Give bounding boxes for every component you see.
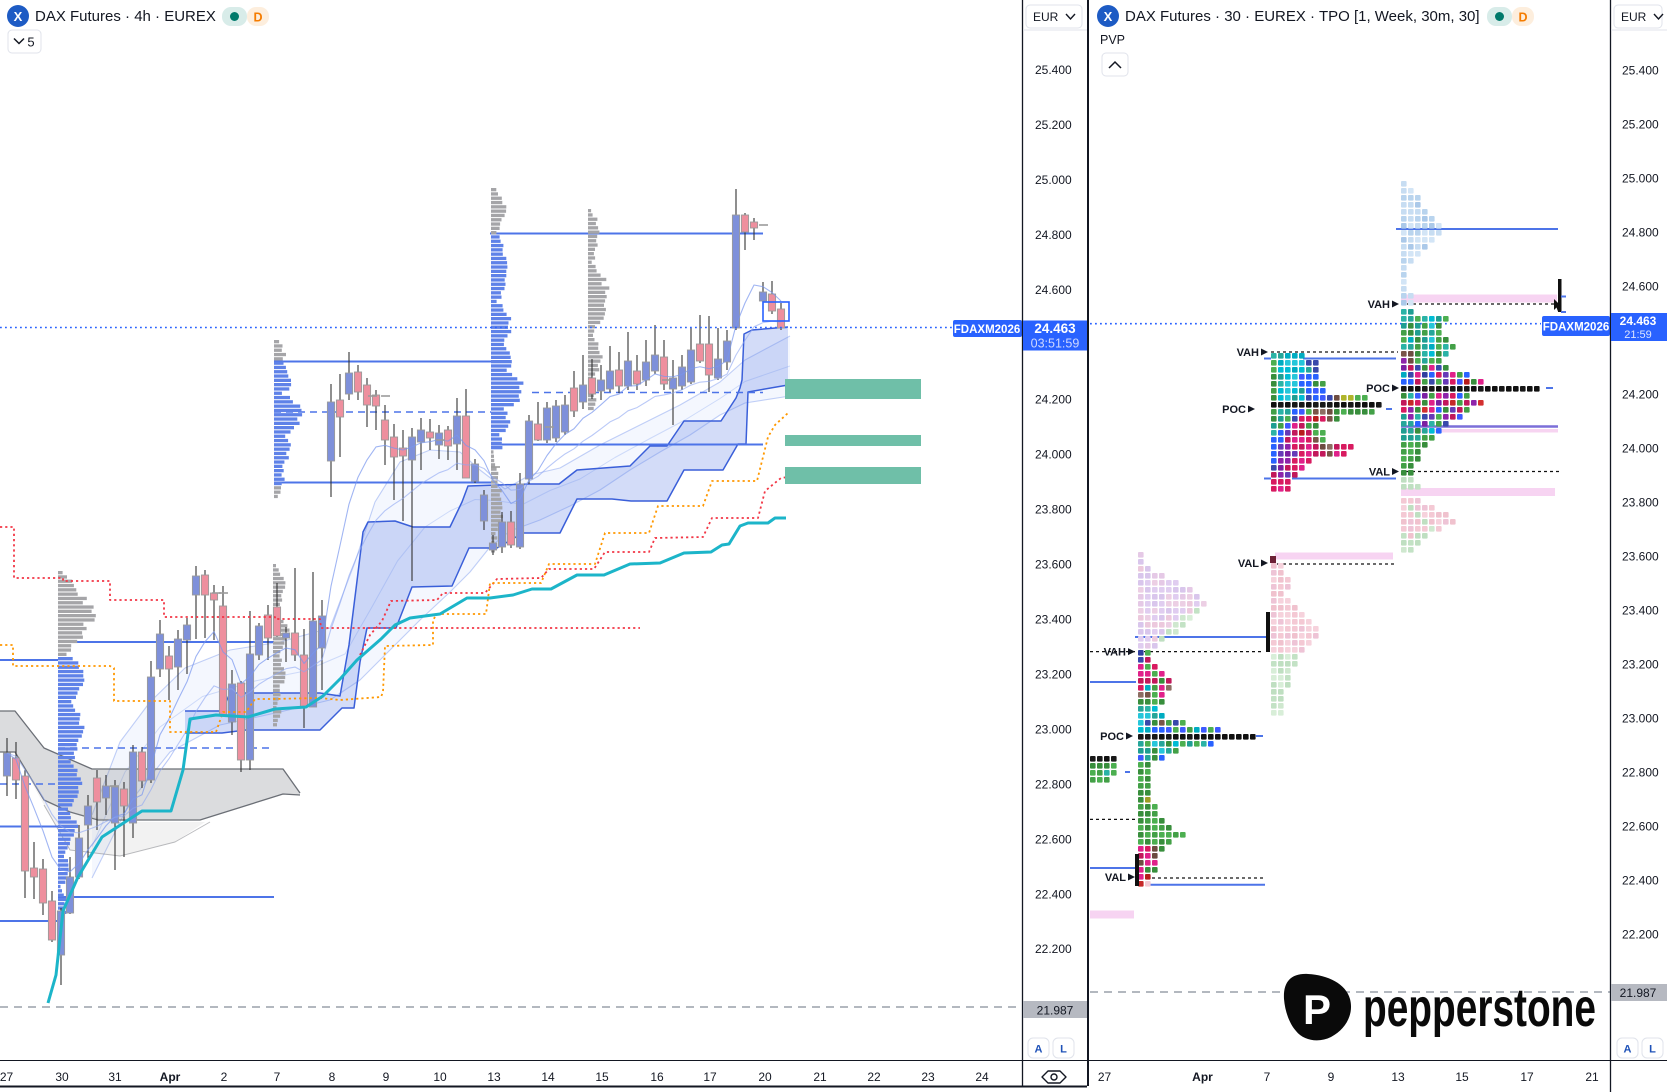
svg-text:7: 7 [274,1070,281,1084]
svg-text:24.000: 24.000 [1035,448,1072,462]
svg-text:VAH: VAH [1237,347,1259,359]
svg-text:VAL: VAL [1105,872,1126,884]
svg-text:13: 13 [1391,1070,1405,1084]
svg-text:DAX Futures · 30 · EUREX · TPO: DAX Futures · 30 · EUREX · TPO [1, Week,… [1125,8,1480,25]
svg-text:15: 15 [1455,1070,1469,1084]
svg-text:5: 5 [27,35,34,50]
svg-text:23.000: 23.000 [1622,712,1659,726]
svg-text:25.000: 25.000 [1622,172,1659,186]
svg-text:L: L [1060,1044,1067,1056]
svg-text:DAX Futures · 4h · EUREX: DAX Futures · 4h · EUREX [35,8,216,25]
svg-text:24.200: 24.200 [1035,393,1072,407]
svg-text:Apr: Apr [160,1070,181,1084]
svg-text:A: A [1624,1044,1632,1056]
svg-text:22.600: 22.600 [1035,832,1072,846]
svg-text:23.600: 23.600 [1622,550,1659,564]
svg-text:14: 14 [541,1070,555,1084]
svg-text:24.600: 24.600 [1035,283,1072,297]
svg-text:22.200: 22.200 [1622,928,1659,942]
svg-text:VAL: VAL [1238,558,1259,570]
svg-text:X: X [14,9,23,24]
svg-text:A: A [1035,1044,1043,1056]
svg-text:9: 9 [1328,1070,1335,1084]
svg-text:X: X [1104,9,1113,24]
svg-text:24.800: 24.800 [1622,226,1659,240]
svg-text:24.800: 24.800 [1035,228,1072,242]
svg-text:P: P [1303,986,1331,1033]
svg-text:8: 8 [329,1070,336,1084]
svg-text:22.400: 22.400 [1035,887,1072,901]
svg-text:30: 30 [55,1070,69,1084]
svg-text:9: 9 [383,1070,390,1084]
svg-text:25.200: 25.200 [1622,118,1659,132]
svg-text:22: 22 [867,1070,881,1084]
svg-text:27: 27 [1098,1070,1112,1084]
svg-text:7: 7 [1264,1070,1271,1084]
svg-text:23.200: 23.200 [1622,658,1659,672]
svg-text:pepperstone: pepperstone [1363,978,1596,1038]
svg-text:23.800: 23.800 [1035,503,1072,517]
svg-text:25.200: 25.200 [1035,118,1072,132]
svg-text:23.200: 23.200 [1035,667,1072,681]
svg-text:24.000: 24.000 [1622,442,1659,456]
svg-text:25.000: 25.000 [1035,173,1072,187]
svg-text:25.400: 25.400 [1622,64,1659,78]
svg-text:21.987: 21.987 [1620,986,1657,1000]
svg-text:EUR: EUR [1621,10,1647,24]
svg-text:22.400: 22.400 [1622,874,1659,888]
svg-text:31: 31 [108,1070,122,1084]
svg-text:10: 10 [433,1070,447,1084]
svg-text:23: 23 [921,1070,935,1084]
svg-text:24.463: 24.463 [1034,321,1076,336]
svg-text:D: D [253,11,262,25]
svg-text:24: 24 [975,1070,989,1084]
svg-text:22.800: 22.800 [1622,766,1659,780]
svg-text:03:51:59: 03:51:59 [1031,337,1080,351]
svg-text:16: 16 [650,1070,664,1084]
svg-text:Apr: Apr [1192,1070,1213,1084]
svg-text:21: 21 [813,1070,827,1084]
svg-text:25.400: 25.400 [1035,63,1072,77]
svg-text:23.400: 23.400 [1035,613,1072,627]
svg-text:D: D [1518,11,1527,25]
svg-text:20: 20 [758,1070,772,1084]
svg-text:FDAXM2026: FDAXM2026 [1543,322,1609,334]
svg-text:24.463: 24.463 [1620,314,1657,328]
svg-text:22.600: 22.600 [1622,820,1659,834]
svg-text:17: 17 [1520,1070,1534,1084]
svg-text:15: 15 [595,1070,609,1084]
svg-text:22.800: 22.800 [1035,777,1072,791]
svg-text:EUR: EUR [1033,10,1059,24]
svg-text:17: 17 [703,1070,717,1084]
svg-text:VAL: VAL [1369,467,1390,479]
svg-text:21:59: 21:59 [1624,329,1652,341]
svg-text:23.600: 23.600 [1035,558,1072,572]
svg-text:VAH: VAH [1368,299,1390,311]
svg-text:13: 13 [487,1070,501,1084]
svg-text:POC: POC [1222,404,1246,416]
svg-text:PVP: PVP [1100,33,1125,47]
svg-text:L: L [1649,1044,1656,1056]
svg-text:POC: POC [1366,383,1390,395]
svg-text:27: 27 [0,1070,13,1084]
svg-text:24.200: 24.200 [1622,388,1659,402]
svg-text:23.400: 23.400 [1622,604,1659,618]
svg-text:23.800: 23.800 [1622,496,1659,510]
svg-text:VAH: VAH [1104,647,1126,659]
svg-text:22.200: 22.200 [1035,942,1072,956]
svg-text:24.600: 24.600 [1622,280,1659,294]
svg-text:POC: POC [1100,731,1124,743]
svg-text:21.987: 21.987 [1037,1004,1074,1018]
svg-text:2: 2 [221,1070,228,1084]
svg-text:23.000: 23.000 [1035,722,1072,736]
svg-text:FDAXM2026: FDAXM2026 [954,324,1020,336]
svg-text:21: 21 [1585,1070,1599,1084]
